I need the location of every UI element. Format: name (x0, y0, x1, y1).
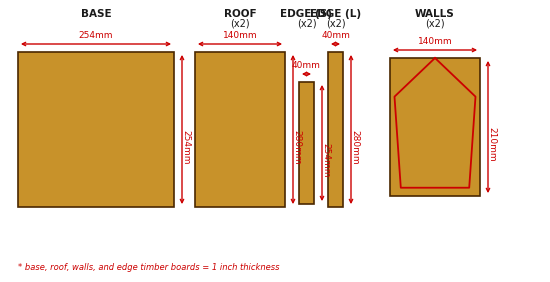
Bar (18, 52, 174, 207)
Text: (x2): (x2) (326, 19, 345, 29)
Text: 280mm: 280mm (350, 129, 360, 164)
Text: 254mm: 254mm (322, 143, 331, 177)
Text: 254mm: 254mm (79, 31, 113, 40)
Text: * base, roof, walls, and edge timber boards = 1 inch thickness: * base, roof, walls, and edge timber boa… (18, 263, 279, 272)
Text: BASE: BASE (81, 9, 111, 19)
Text: (x2): (x2) (425, 19, 445, 29)
Text: 140mm: 140mm (417, 37, 452, 46)
Text: (x2): (x2) (296, 19, 316, 29)
Text: ROOF: ROOF (224, 9, 256, 19)
Text: (x2): (x2) (230, 19, 250, 29)
Text: EDGE (L): EDGE (L) (310, 9, 361, 19)
Text: 280mm: 280mm (293, 129, 301, 164)
Bar (328, 52, 343, 207)
Bar (195, 52, 285, 207)
Text: EDGE (S): EDGE (S) (280, 9, 333, 19)
Text: 140mm: 140mm (223, 31, 257, 40)
Text: WALLS: WALLS (415, 9, 455, 19)
Text: 210mm: 210mm (487, 127, 497, 162)
Text: 40mm: 40mm (321, 31, 350, 40)
Text: 254mm: 254mm (182, 129, 190, 164)
Bar (299, 82, 314, 204)
Bar (390, 58, 480, 196)
Text: 40mm: 40mm (292, 61, 321, 70)
